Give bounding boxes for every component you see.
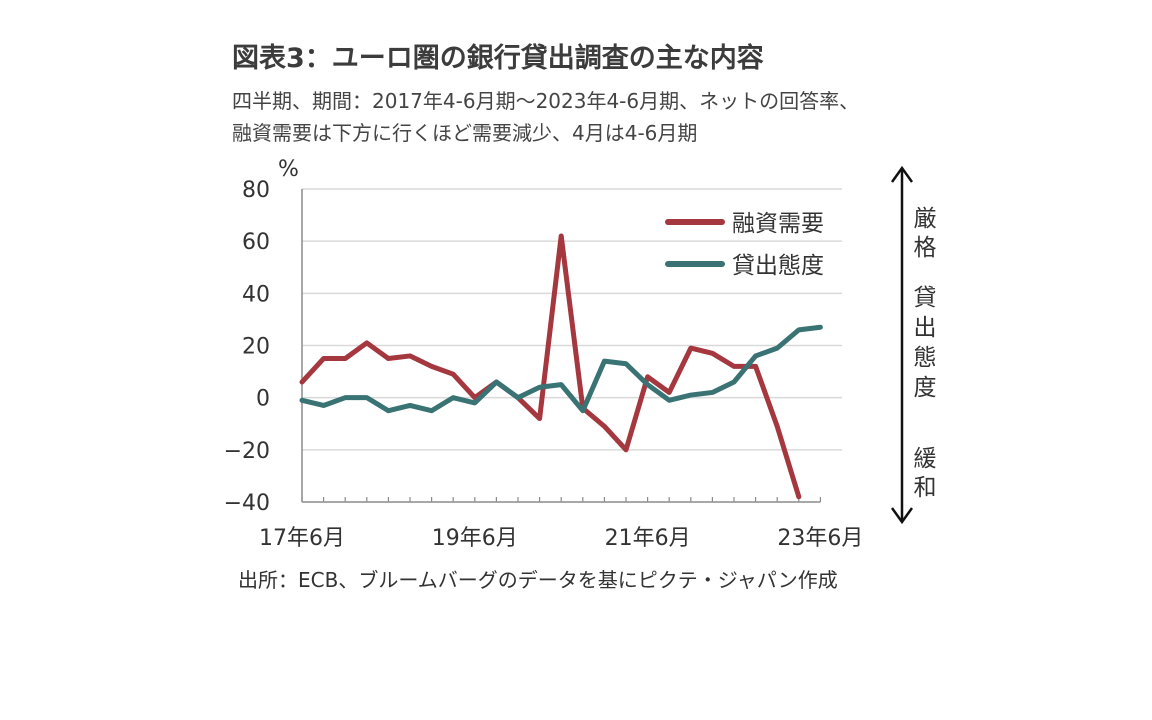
x-tick-label: 21年6月	[605, 526, 691, 551]
series-line-lending	[299, 324, 823, 414]
y-tick-label: 40	[242, 282, 270, 307]
y-tick-label: 80	[242, 178, 270, 203]
chart-subtitle-line2: 融資需要は下方に行くほど需要減少、4月は4-6月期	[232, 121, 698, 145]
x-tick-label: 19年6月	[432, 526, 518, 551]
side-label-strict: 厳	[914, 206, 937, 232]
series-line-demand	[299, 233, 802, 500]
source-note: 出所：ECB、ブルームバーグのデータを基にピクテ・ジャパン作成	[238, 568, 838, 592]
side-label-lending: 出	[914, 315, 937, 341]
arrow-head-up-icon	[890, 165, 914, 183]
side-label-strict: 格	[914, 235, 937, 261]
chart-subtitle-line1: 四半期、期間：2017年4-6月期～2023年4-6月期、ネットの回答率、	[232, 89, 860, 113]
y-tick-label: 60	[242, 230, 270, 255]
x-tick-label: 23年6月	[777, 526, 863, 551]
y-tick-label: 20	[242, 335, 270, 360]
chart-title: 図表3：ユーロ圏の銀行貸出調査の主な内容	[232, 43, 764, 74]
side-label-lending: 態	[914, 345, 937, 371]
side-label-easy: 緩	[914, 446, 937, 472]
side-label-lending: 貸	[914, 285, 937, 311]
y-axis-unit: %	[278, 157, 299, 182]
arrow-head-down-icon	[890, 507, 914, 525]
legend-label: 貸出態度	[732, 253, 824, 279]
y-tick-label: 0	[256, 387, 270, 412]
side-label-easy: 和	[914, 475, 937, 501]
x-tick-label: 17年6月	[259, 526, 345, 551]
y-tick-label: −20	[224, 439, 270, 464]
side-label-lending: 度	[914, 375, 937, 401]
y-tick-label: −40	[224, 491, 270, 516]
legend-label: 融資需要	[732, 211, 824, 237]
